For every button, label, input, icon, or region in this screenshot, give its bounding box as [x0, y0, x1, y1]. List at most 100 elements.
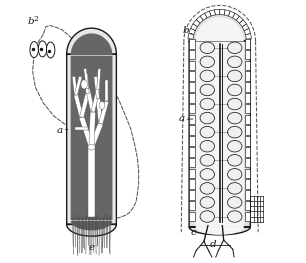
Polygon shape — [99, 101, 109, 124]
Ellipse shape — [200, 155, 215, 166]
Polygon shape — [244, 115, 250, 124]
Polygon shape — [88, 147, 95, 216]
Ellipse shape — [228, 211, 242, 222]
Polygon shape — [244, 136, 250, 146]
Polygon shape — [105, 80, 108, 102]
Polygon shape — [94, 76, 100, 99]
Ellipse shape — [99, 102, 105, 109]
Polygon shape — [85, 74, 89, 94]
Ellipse shape — [200, 211, 215, 222]
Polygon shape — [75, 127, 88, 130]
Polygon shape — [244, 28, 251, 35]
Polygon shape — [189, 179, 195, 189]
Polygon shape — [189, 82, 195, 92]
Polygon shape — [189, 93, 195, 103]
Polygon shape — [89, 123, 103, 148]
Polygon shape — [80, 93, 90, 118]
Polygon shape — [189, 11, 250, 235]
Polygon shape — [189, 147, 195, 156]
Polygon shape — [244, 72, 250, 81]
Polygon shape — [244, 39, 250, 49]
Text: a: a — [178, 114, 185, 123]
Polygon shape — [244, 201, 250, 210]
Text: c: c — [191, 228, 196, 237]
Ellipse shape — [200, 169, 215, 180]
Ellipse shape — [228, 140, 242, 152]
Polygon shape — [86, 88, 95, 112]
Ellipse shape — [200, 98, 215, 110]
Text: a: a — [56, 126, 62, 135]
Text: e: e — [89, 243, 95, 252]
Polygon shape — [189, 190, 195, 200]
Polygon shape — [244, 50, 250, 59]
Polygon shape — [244, 179, 250, 189]
Polygon shape — [224, 10, 230, 16]
Ellipse shape — [228, 127, 242, 138]
Ellipse shape — [200, 140, 215, 152]
Polygon shape — [244, 125, 250, 135]
Polygon shape — [30, 42, 38, 58]
Polygon shape — [244, 82, 250, 92]
Ellipse shape — [200, 197, 215, 208]
Polygon shape — [190, 24, 197, 31]
Polygon shape — [193, 20, 200, 27]
Polygon shape — [189, 201, 195, 210]
Polygon shape — [47, 42, 55, 58]
Text: b: b — [182, 26, 189, 35]
Polygon shape — [74, 76, 82, 95]
Polygon shape — [244, 158, 250, 167]
Polygon shape — [189, 72, 195, 81]
Polygon shape — [244, 212, 250, 221]
Polygon shape — [89, 112, 95, 147]
Ellipse shape — [228, 169, 242, 180]
Polygon shape — [97, 69, 101, 90]
Ellipse shape — [228, 70, 242, 82]
Ellipse shape — [200, 84, 215, 96]
Polygon shape — [96, 99, 103, 124]
Polygon shape — [71, 33, 112, 230]
Text: 2: 2 — [33, 14, 38, 23]
Polygon shape — [72, 76, 77, 95]
Polygon shape — [204, 11, 211, 18]
Polygon shape — [244, 61, 250, 70]
Text: d: d — [210, 240, 217, 249]
Polygon shape — [244, 190, 250, 200]
Polygon shape — [189, 125, 195, 135]
Ellipse shape — [228, 98, 242, 110]
Polygon shape — [242, 24, 249, 31]
Polygon shape — [189, 28, 195, 35]
Polygon shape — [220, 9, 225, 15]
Polygon shape — [196, 17, 244, 235]
Ellipse shape — [200, 70, 215, 82]
Polygon shape — [228, 11, 235, 18]
Polygon shape — [189, 39, 195, 49]
Polygon shape — [67, 28, 116, 236]
Polygon shape — [189, 158, 195, 167]
Ellipse shape — [228, 155, 242, 166]
Ellipse shape — [200, 127, 215, 138]
Polygon shape — [209, 10, 215, 16]
Ellipse shape — [228, 112, 242, 124]
Polygon shape — [189, 136, 195, 146]
Polygon shape — [215, 9, 220, 15]
Ellipse shape — [228, 42, 242, 54]
Polygon shape — [188, 33, 194, 39]
Polygon shape — [236, 16, 243, 23]
Polygon shape — [74, 94, 84, 118]
Polygon shape — [233, 13, 239, 20]
Ellipse shape — [81, 80, 88, 89]
Polygon shape — [189, 104, 195, 113]
Polygon shape — [189, 50, 195, 59]
Ellipse shape — [228, 197, 242, 208]
Polygon shape — [244, 93, 250, 103]
Ellipse shape — [200, 42, 215, 54]
Polygon shape — [246, 33, 252, 39]
Polygon shape — [79, 116, 94, 148]
Text: b: b — [28, 17, 35, 26]
Ellipse shape — [200, 183, 215, 194]
Ellipse shape — [228, 56, 242, 68]
Polygon shape — [84, 69, 89, 89]
Polygon shape — [196, 16, 203, 23]
Polygon shape — [38, 41, 47, 57]
Ellipse shape — [200, 112, 215, 124]
